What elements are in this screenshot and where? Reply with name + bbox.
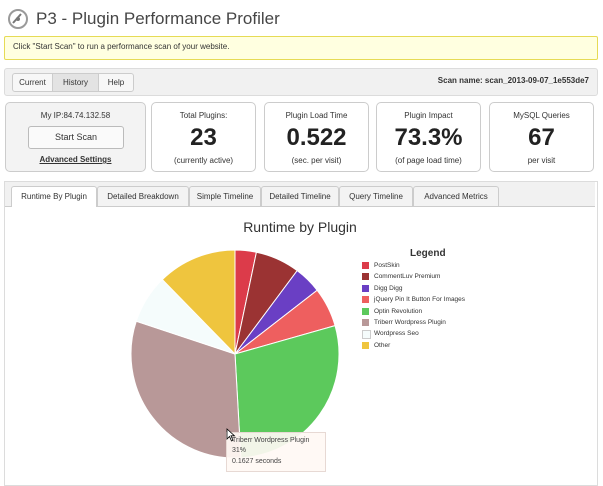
tab-query-timeline[interactable]: Query Timeline: [339, 186, 413, 206]
stat-plugin-load-time: Plugin Load Time 0.522 (sec. per visit): [264, 102, 369, 172]
tooltip-percent: 31%: [232, 447, 247, 454]
chart-tab-bar: Runtime By Plugin Detailed Breakdown Sim…: [5, 182, 595, 207]
stat-sub: (of page load time): [395, 156, 462, 165]
notice-text: Click "Start Scan" to run a performance …: [13, 42, 230, 51]
notice-banner: Click "Start Scan" to run a performance …: [4, 36, 598, 60]
legend-swatch: [362, 319, 369, 326]
stat-plugin-impact: Plugin Impact 73.3% (of page load time): [376, 102, 481, 172]
legend-item: Digg Digg: [362, 284, 522, 294]
legend-label: PostSkin: [374, 262, 400, 269]
stat-label: MySQL Queries: [513, 111, 570, 120]
legend-swatch: [362, 307, 369, 315]
legend-label: Optin Revolution: [374, 307, 423, 315]
tab-simple-timeline[interactable]: Simple Timeline: [189, 186, 261, 206]
chart-tooltip: Triberr Wordpress Plugin 31% 0.1627 seco…: [226, 432, 326, 472]
stat-value: 67: [528, 124, 555, 151]
legend-item: PostSkin: [362, 261, 522, 271]
stat-sub: (sec. per visit): [291, 156, 342, 165]
legend-item: Triberr Wordpress Plugin: [362, 318, 522, 328]
legend-swatch: [362, 330, 371, 340]
stat-total-plugins: Total Plugins: 23 (currently active): [151, 102, 256, 172]
legend-label: Triberr Wordpress Plugin: [374, 319, 446, 326]
legend-item: Optin Revolution: [362, 307, 522, 317]
scan-box: My IP:84.74.132.58 Start Scan Advanced S…: [5, 102, 146, 172]
legend-label: jQuery Pin It Button For Images: [374, 296, 466, 304]
legend-label: Wordpress Seo: [374, 330, 419, 338]
tooltip-seconds: 0.1627 seconds: [232, 458, 282, 465]
stat-value: 0.522: [286, 124, 347, 151]
stat-value: 73.3%: [394, 124, 463, 151]
legend-label: Other: [374, 341, 391, 349]
tab-runtime-by-plugin[interactable]: Runtime By Plugin: [11, 186, 97, 207]
tab-detailed-breakdown[interactable]: Detailed Breakdown: [97, 186, 189, 206]
chart-title: Runtime by Plugin: [243, 219, 357, 235]
scan-name: Scan name: scan_2013-09-07_1e553de7: [437, 76, 589, 85]
mouse-cursor-icon: [226, 428, 236, 442]
stat-sub: per visit: [527, 156, 556, 165]
tab-history[interactable]: History: [52, 73, 99, 92]
tab-detailed-timeline[interactable]: Detailed Timeline: [261, 186, 339, 206]
tab-advanced-metrics[interactable]: Advanced Metrics: [413, 186, 499, 206]
stat-label: Plugin Load Time: [285, 111, 348, 120]
page-title: P3 - Plugin Performance Profiler: [36, 9, 280, 28]
pie-slice-other[interactable]: [161, 249, 236, 356]
tab-help[interactable]: Help: [98, 73, 134, 92]
stat-label: Total Plugins:: [179, 111, 228, 120]
legend-swatch: [362, 273, 369, 281]
tooltip-name: Triberr Wordpress Plugin: [232, 437, 310, 444]
legend-swatch: [362, 262, 369, 269]
legend-swatch: [362, 284, 369, 292]
legend-label: Digg Digg: [374, 284, 403, 292]
start-scan-button[interactable]: Start Scan: [28, 126, 124, 149]
legend-item: Other: [362, 341, 522, 351]
speedometer-icon: [8, 9, 28, 29]
legend-item: CommentLuv Premium: [362, 272, 522, 282]
stat-label: Plugin Impact: [404, 111, 453, 120]
legend-title: Legend: [410, 248, 446, 259]
stat-sub: (currently active): [173, 156, 234, 165]
legend-item: jQuery Pin It Button For Images: [362, 295, 522, 305]
pie-slice-triberr-wordpress-plugin[interactable]: [130, 320, 242, 459]
stat-mysql-queries: MySQL Queries 67 per visit: [489, 102, 594, 172]
pie-chart: [130, 249, 340, 459]
legend-item: Wordpress Seo: [362, 329, 522, 340]
legend-swatch: [362, 341, 369, 349]
stat-value: 23: [190, 124, 217, 151]
top-tab-bar: Current History Help Scan name: scan_201…: [4, 68, 598, 96]
tab-current[interactable]: Current: [12, 73, 53, 92]
advanced-settings-link[interactable]: Advanced Settings: [39, 155, 112, 164]
legend-swatch: [362, 296, 369, 304]
legend-label: CommentLuv Premium: [374, 273, 441, 281]
my-ip-label: My IP:84.74.132.58: [40, 111, 111, 120]
